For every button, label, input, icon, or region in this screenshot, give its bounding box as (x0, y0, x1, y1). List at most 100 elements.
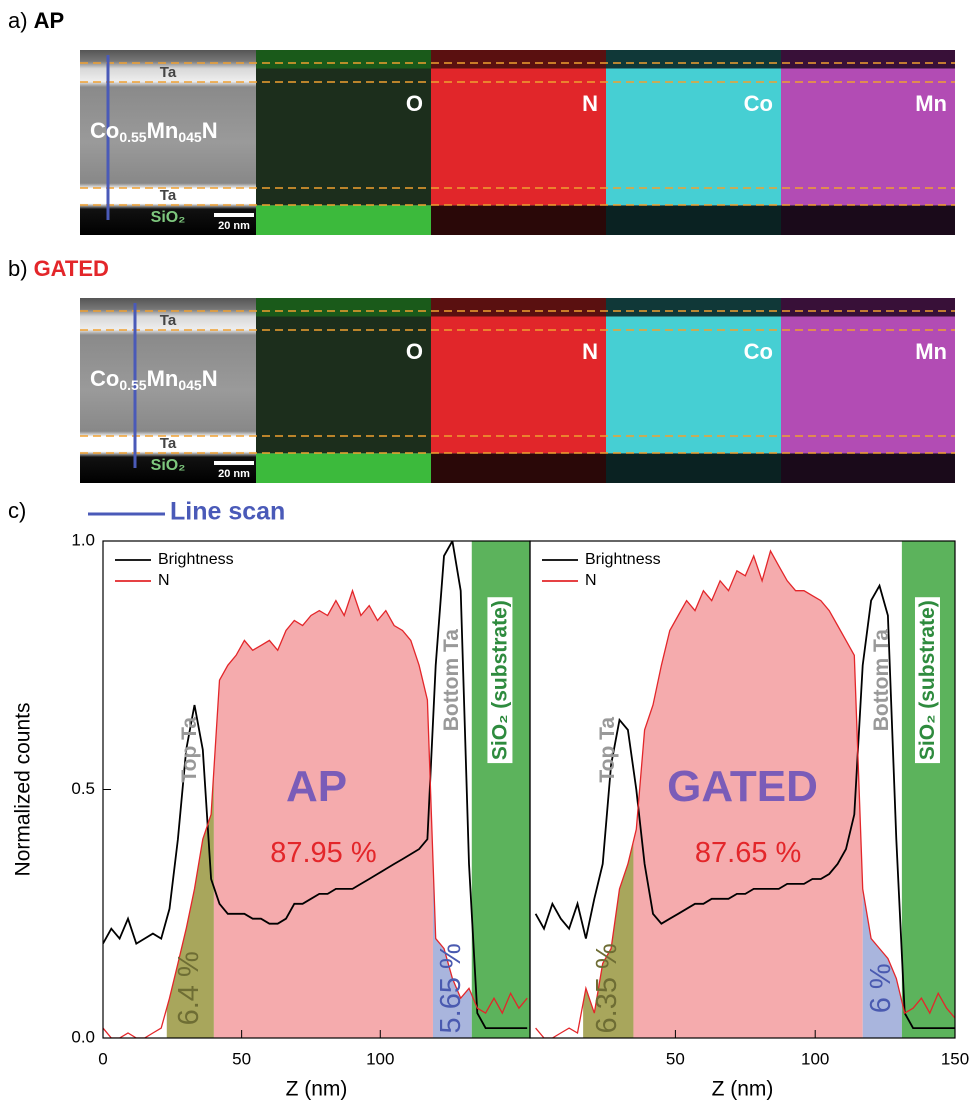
layer-label: Ta (160, 187, 177, 204)
legend-label: Brightness (158, 551, 234, 568)
map-top (606, 50, 781, 69)
region-fill (583, 840, 634, 1038)
map-bottom (431, 205, 606, 235)
percent-label: 87.95 % (270, 837, 376, 869)
legend-label: N (158, 572, 170, 589)
percent-label: 6.4 % (173, 951, 205, 1025)
text-part: 045 (178, 129, 202, 145)
region-label: Bottom Ta (440, 629, 463, 732)
scale-bar (214, 461, 254, 465)
region-label: Top Ta (178, 717, 201, 783)
map-bottom (606, 453, 781, 483)
map-bottom (781, 453, 955, 483)
layer-label: SiO₂ (151, 457, 186, 474)
map-top (781, 298, 955, 317)
legend-label: Brightness (585, 551, 661, 568)
data-line (535, 549, 955, 1038)
label-background (487, 597, 513, 764)
text-part: 045 (178, 377, 202, 393)
text-part: Mn (147, 366, 179, 391)
data-line (103, 588, 528, 1038)
plot: Top Ta 6.35 % 87.65 % Bottom Ta 6 % SiO₂ (sub… (529, 540, 969, 1101)
text-part: N (202, 366, 218, 391)
map-top (431, 50, 606, 69)
y-tick-label: 0.5 (71, 779, 95, 798)
scale-bar-label: 20 nm (218, 220, 250, 232)
element-label: Mn (915, 91, 947, 116)
layer-label: Ta (160, 312, 177, 329)
region-fill (166, 769, 214, 1038)
map-body (606, 68, 781, 206)
element-label: N (582, 339, 598, 364)
text-part: a) (8, 8, 28, 33)
scale-bar-label: 20 nm (218, 468, 250, 480)
map-bottom (256, 453, 431, 483)
map-body (606, 316, 781, 454)
element-label: Mn (915, 339, 947, 364)
data-line (534, 583, 955, 1029)
map-bottom (256, 205, 431, 235)
map-bottom (606, 205, 781, 235)
y-tick-label: 1.0 (71, 530, 95, 549)
map-body (256, 68, 431, 206)
element-label: O (406, 91, 423, 116)
map-top (606, 298, 781, 317)
text-part: GATED (34, 256, 109, 281)
percent-label: 6 % (865, 963, 897, 1013)
y-tick-label: 0.0 (71, 1027, 95, 1046)
region-fill (862, 888, 902, 1038)
map-bottom (781, 205, 955, 235)
composition-label: Co0.55Mn045N (90, 366, 218, 393)
x-tick-label: 0 (98, 1049, 107, 1068)
text-part: N (202, 118, 218, 143)
map-body (781, 68, 955, 206)
region-label: Bottom Ta (870, 629, 893, 732)
panel-label: a) AP (8, 8, 64, 33)
map-body (256, 316, 431, 454)
x-tick-label: 100 (801, 1049, 829, 1068)
x-tick-label: 100 (366, 1049, 394, 1068)
text-part: Co (90, 366, 119, 391)
map-body (431, 68, 606, 206)
x-axis-title: Z (nm) (712, 1078, 774, 1101)
region-label: Top Ta (596, 717, 619, 783)
x-tick-label: 150 (941, 1049, 969, 1068)
text-part: 0.55 (119, 129, 146, 145)
layer-label: Ta (160, 435, 177, 452)
sample-label: AP (286, 762, 347, 811)
data-line (103, 541, 528, 1029)
tem-image (80, 298, 256, 483)
map-top (781, 50, 955, 69)
region-label: SiO₂ (substrate) (916, 600, 939, 760)
text-part: Co (90, 118, 119, 143)
line-scan-label: Line scan (170, 498, 285, 526)
panel-label: b) GATED (8, 256, 109, 281)
region-fill (432, 859, 472, 1038)
plot-frame (529, 540, 956, 1039)
plot: Top Ta 6.4 % 87.95 % Bottom Ta 5.65 % SiO₂ (s… (12, 530, 531, 1101)
text-part: b) (8, 256, 28, 281)
percent-label: 5.65 % (435, 943, 467, 1033)
label-background (914, 597, 940, 764)
region-label: SiO₂ (substrate) (488, 600, 511, 760)
layer-label: SiO₂ (151, 209, 186, 226)
text-part: Mn (147, 118, 179, 143)
percent-label: 87.65 % (695, 837, 801, 869)
map-bottom (431, 453, 606, 483)
panel-label: c) (8, 498, 26, 523)
composition-label: Co0.55Mn045N (90, 118, 218, 145)
legend-label: N (585, 572, 597, 589)
text-part: 0.55 (119, 377, 146, 393)
x-tick-label: 50 (232, 1049, 251, 1068)
layer-label: Ta (160, 64, 177, 81)
map-top (431, 298, 606, 317)
region-fill (213, 590, 433, 1038)
element-label: Co (744, 91, 773, 116)
x-axis-title: Z (nm) (286, 1078, 348, 1101)
map-top (256, 298, 431, 317)
percent-label: 6.35 % (591, 943, 623, 1033)
y-axis-title: Normalized counts (12, 703, 35, 877)
map-body (781, 316, 955, 454)
region-fill (633, 550, 863, 1038)
element-label: O (406, 339, 423, 364)
